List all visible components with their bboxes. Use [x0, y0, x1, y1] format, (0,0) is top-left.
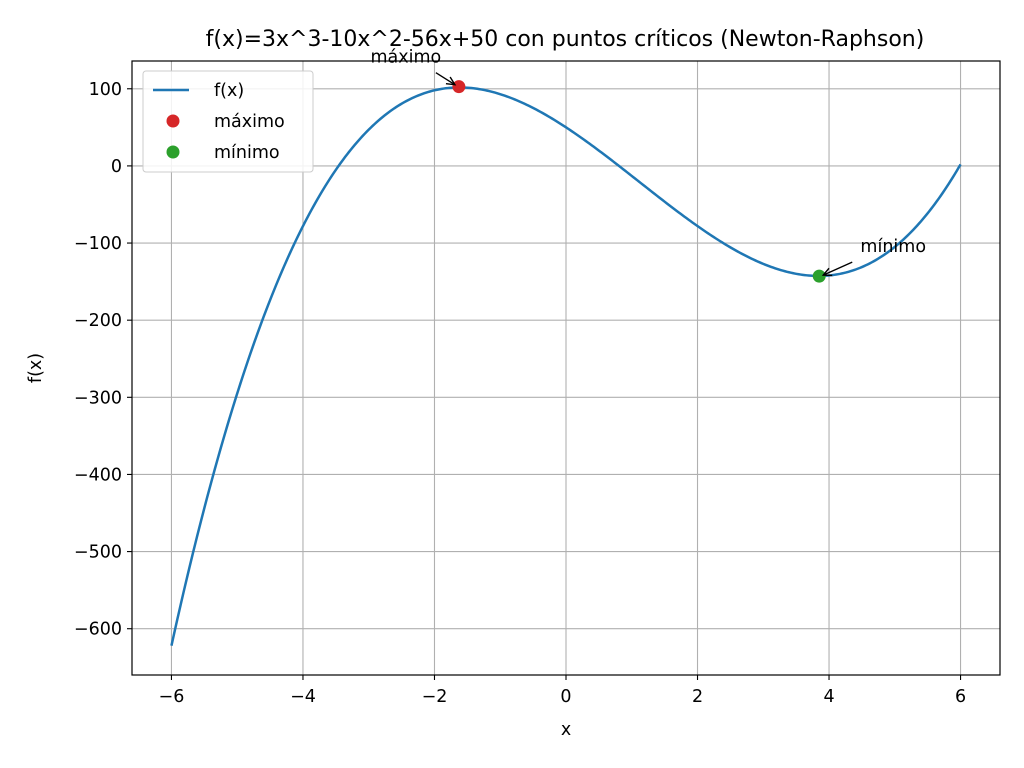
x-tick-label: −4: [290, 687, 316, 707]
x-tick-label: 4: [823, 687, 834, 707]
critical-point-marker: [452, 80, 466, 94]
legend: f(x) máximo mínimo: [142, 70, 314, 173]
x-tick-label: −6: [159, 687, 185, 707]
legend-label: máximo: [214, 112, 285, 132]
x-axis-label: x: [561, 720, 571, 740]
annotation-label: mínimo: [860, 237, 926, 257]
annotation-label: máximo: [371, 48, 442, 68]
x-tick-label: 6: [955, 687, 966, 707]
y-tick-label: −300: [74, 388, 122, 408]
legend-swatch-marker: [166, 114, 180, 128]
annotation-arrowhead: [821, 267, 833, 277]
x-tick-label: −2: [422, 687, 448, 707]
x-tick-label: 2: [692, 687, 703, 707]
critical-point-marker: [812, 269, 826, 283]
legend-box: [142, 70, 314, 173]
x-axis: −6 −4 −2 0 2 4 6: [159, 675, 966, 707]
annotation-arrowhead: [445, 76, 457, 86]
y-axis-label: f(x): [26, 353, 46, 383]
y-tick-label: 0: [111, 157, 122, 177]
annotations: máximo mínimo: [371, 48, 926, 277]
annotation-arrow: [822, 261, 853, 276]
annotation-arrow: [435, 72, 456, 86]
y-axis: 100 0 −100 −200 −300 −400 −500 −600: [74, 80, 132, 640]
y-tick-label: 100: [89, 80, 122, 100]
y-tick-label: −200: [74, 311, 122, 331]
legend-swatch-marker: [166, 145, 180, 159]
chart-title: f(x)=3x^3-10x^2-56x+50 con puntos crític…: [206, 27, 925, 52]
y-tick-label: −500: [74, 543, 122, 563]
x-tick-label: 0: [560, 687, 571, 707]
legend-label: mínimo: [214, 143, 280, 163]
legend-label: f(x): [214, 81, 244, 101]
y-tick-label: −100: [74, 234, 122, 254]
y-tick-label: −400: [74, 465, 122, 485]
y-tick-label: −600: [74, 620, 122, 640]
